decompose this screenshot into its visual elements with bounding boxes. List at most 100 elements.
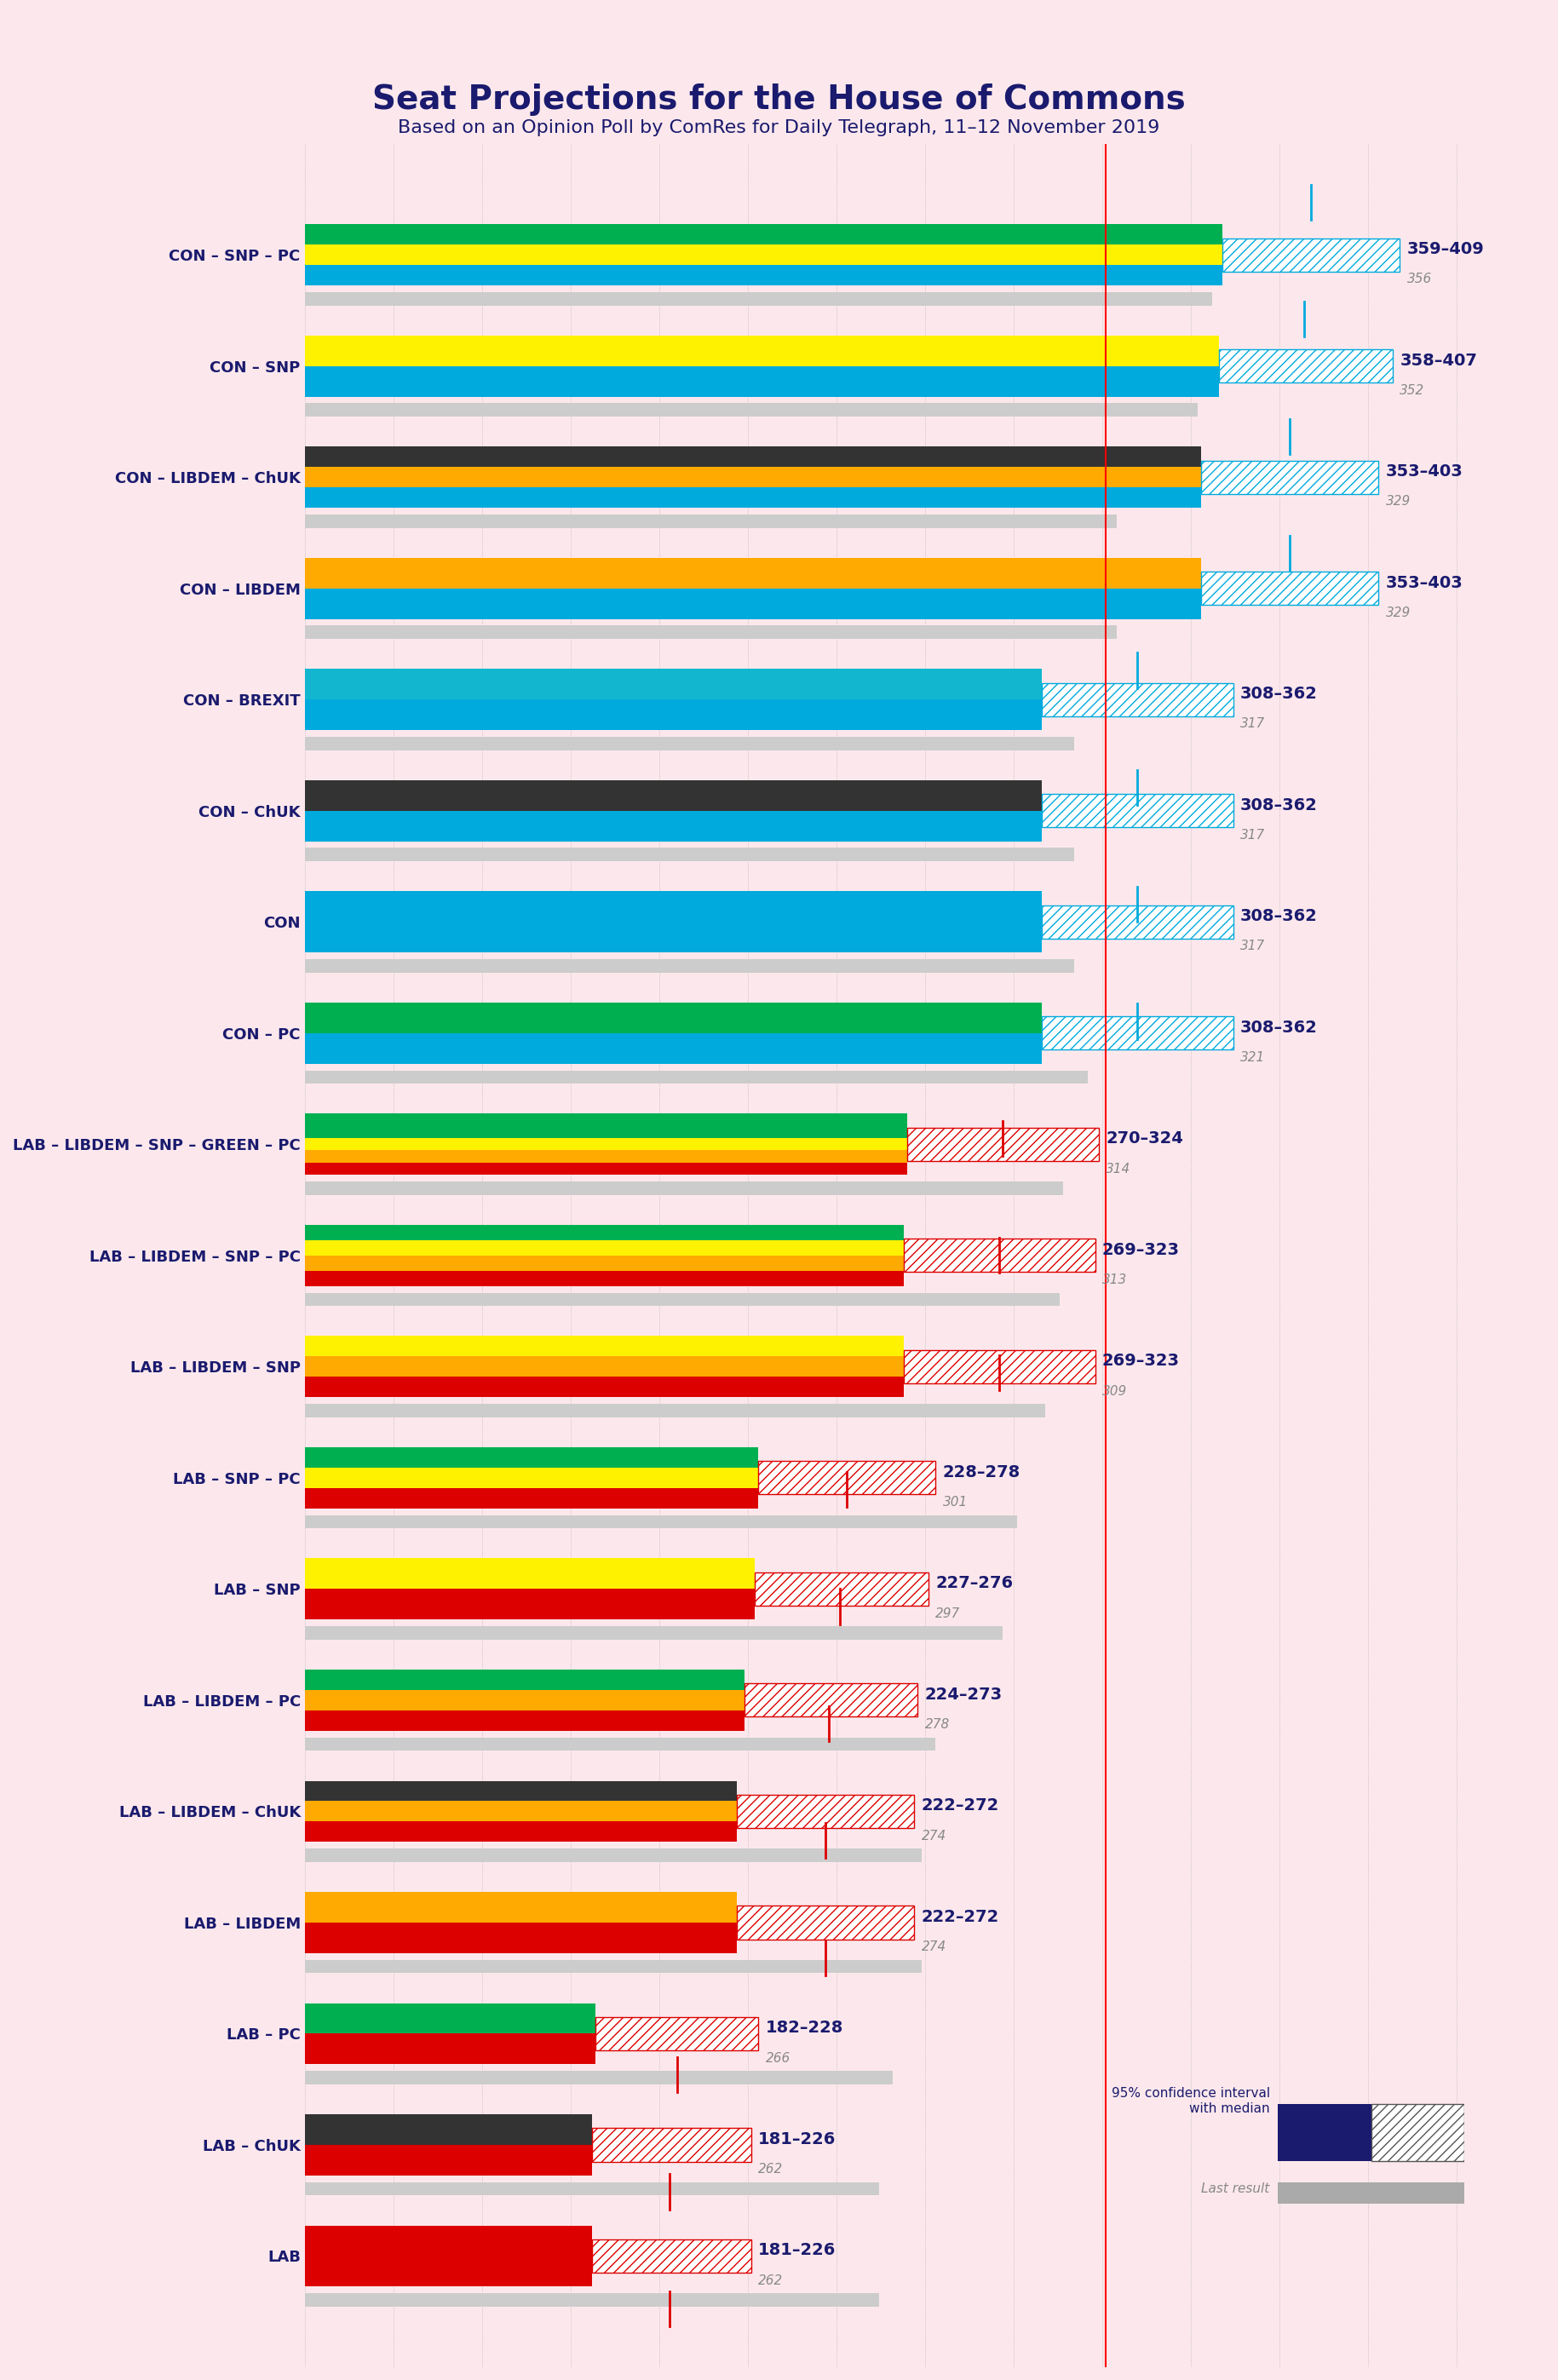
Bar bbox=[737, 1795, 915, 1828]
Bar bbox=[305, 1226, 904, 1285]
Bar bbox=[305, 1671, 745, 1690]
Bar bbox=[305, 626, 1117, 638]
Bar bbox=[305, 669, 1042, 700]
Bar bbox=[305, 781, 1042, 840]
Bar bbox=[737, 1906, 915, 1940]
Bar bbox=[305, 402, 1198, 416]
Text: Seat Projections for the House of Commons: Seat Projections for the House of Common… bbox=[372, 83, 1186, 117]
Bar bbox=[305, 488, 1201, 507]
Text: 222–272: 222–272 bbox=[921, 1909, 999, 1925]
Bar bbox=[305, 336, 1218, 367]
Bar bbox=[305, 1959, 921, 1973]
Bar bbox=[305, 1892, 737, 1923]
Bar bbox=[745, 1683, 918, 1716]
Bar bbox=[305, 1802, 737, 1821]
Bar bbox=[305, 1150, 907, 1161]
Bar bbox=[305, 557, 1201, 619]
Text: 352: 352 bbox=[1401, 383, 1426, 397]
Bar bbox=[592, 2240, 751, 2273]
Bar bbox=[305, 2225, 592, 2287]
Bar bbox=[305, 1737, 935, 1752]
Bar bbox=[305, 1821, 737, 1842]
Bar bbox=[305, 466, 1201, 488]
Text: 182–228: 182–228 bbox=[765, 2021, 843, 2037]
Bar bbox=[305, 1257, 904, 1271]
Bar bbox=[305, 2144, 592, 2175]
Bar bbox=[305, 1002, 1042, 1033]
Text: 95% confidence interval
with median: 95% confidence interval with median bbox=[1111, 2087, 1270, 2116]
Text: 308–362: 308–362 bbox=[1240, 1019, 1318, 1035]
Bar bbox=[305, 1780, 737, 1842]
Bar bbox=[1278, 2182, 1465, 2204]
Bar bbox=[305, 1447, 759, 1509]
Bar bbox=[305, 1892, 737, 1954]
Bar bbox=[1042, 795, 1234, 828]
Text: 317: 317 bbox=[1240, 719, 1265, 731]
Text: 270–324: 270–324 bbox=[1106, 1130, 1183, 1147]
Bar bbox=[305, 2004, 595, 2033]
Bar bbox=[305, 2113, 592, 2144]
Text: 278: 278 bbox=[925, 1718, 950, 1730]
Text: 262: 262 bbox=[759, 2163, 784, 2175]
Text: 329: 329 bbox=[1385, 495, 1410, 507]
Bar bbox=[305, 224, 1223, 245]
Text: 269–323: 269–323 bbox=[1102, 1352, 1179, 1368]
Bar bbox=[305, 1711, 745, 1730]
Text: 224–273: 224–273 bbox=[925, 1687, 1002, 1702]
Text: 329: 329 bbox=[1385, 607, 1410, 619]
Bar bbox=[305, 812, 1042, 840]
Bar bbox=[305, 1780, 737, 1802]
Bar bbox=[305, 1559, 754, 1618]
Bar bbox=[305, 892, 1042, 952]
Bar bbox=[305, 781, 1042, 812]
Text: 317: 317 bbox=[1240, 940, 1265, 952]
Bar bbox=[305, 588, 1201, 619]
Bar bbox=[305, 1516, 1017, 1528]
Bar bbox=[305, 1114, 907, 1126]
Text: 274: 274 bbox=[921, 1940, 946, 1954]
Text: 266: 266 bbox=[765, 2052, 790, 2063]
Text: 317: 317 bbox=[1240, 828, 1265, 843]
Bar bbox=[305, 1226, 904, 1240]
Bar bbox=[759, 1461, 935, 1495]
Text: 301: 301 bbox=[943, 1497, 968, 1509]
Bar bbox=[305, 1114, 907, 1176]
Bar bbox=[1218, 350, 1393, 383]
Bar bbox=[305, 2033, 595, 2063]
Bar bbox=[305, 847, 1073, 862]
Text: 313: 313 bbox=[1102, 1273, 1126, 1285]
Bar bbox=[305, 1923, 737, 1954]
Bar bbox=[1371, 2104, 1465, 2161]
Bar bbox=[305, 1335, 904, 1357]
Text: 314: 314 bbox=[1106, 1161, 1131, 1176]
Text: 297: 297 bbox=[935, 1606, 960, 1621]
Bar bbox=[305, 1488, 759, 1509]
Bar bbox=[305, 1404, 1045, 1416]
Bar bbox=[305, 1126, 907, 1138]
Text: 227–276: 227–276 bbox=[935, 1576, 1013, 1592]
Bar bbox=[305, 1240, 904, 1257]
Text: 262: 262 bbox=[759, 2275, 784, 2287]
Bar bbox=[595, 2016, 759, 2049]
Text: 321: 321 bbox=[1240, 1052, 1265, 1064]
Bar bbox=[754, 1573, 929, 1606]
Bar bbox=[305, 245, 1223, 264]
Bar bbox=[305, 514, 1117, 528]
Bar bbox=[305, 2004, 595, 2063]
Text: 358–407: 358–407 bbox=[1401, 352, 1477, 369]
Bar bbox=[305, 1335, 904, 1397]
Bar bbox=[1223, 238, 1401, 271]
Bar bbox=[305, 447, 1201, 507]
Text: Last result: Last result bbox=[1201, 2182, 1270, 2194]
Bar bbox=[1201, 462, 1379, 495]
Bar bbox=[305, 700, 1042, 731]
Bar bbox=[904, 1349, 1095, 1383]
Bar bbox=[305, 1002, 1042, 1064]
Text: 353–403: 353–403 bbox=[1385, 464, 1463, 481]
Bar bbox=[1042, 1016, 1234, 1050]
Bar bbox=[305, 2113, 592, 2175]
Bar bbox=[305, 1138, 907, 1150]
Bar bbox=[907, 1128, 1098, 1161]
Bar bbox=[305, 1180, 1063, 1195]
Bar bbox=[305, 1292, 1059, 1307]
